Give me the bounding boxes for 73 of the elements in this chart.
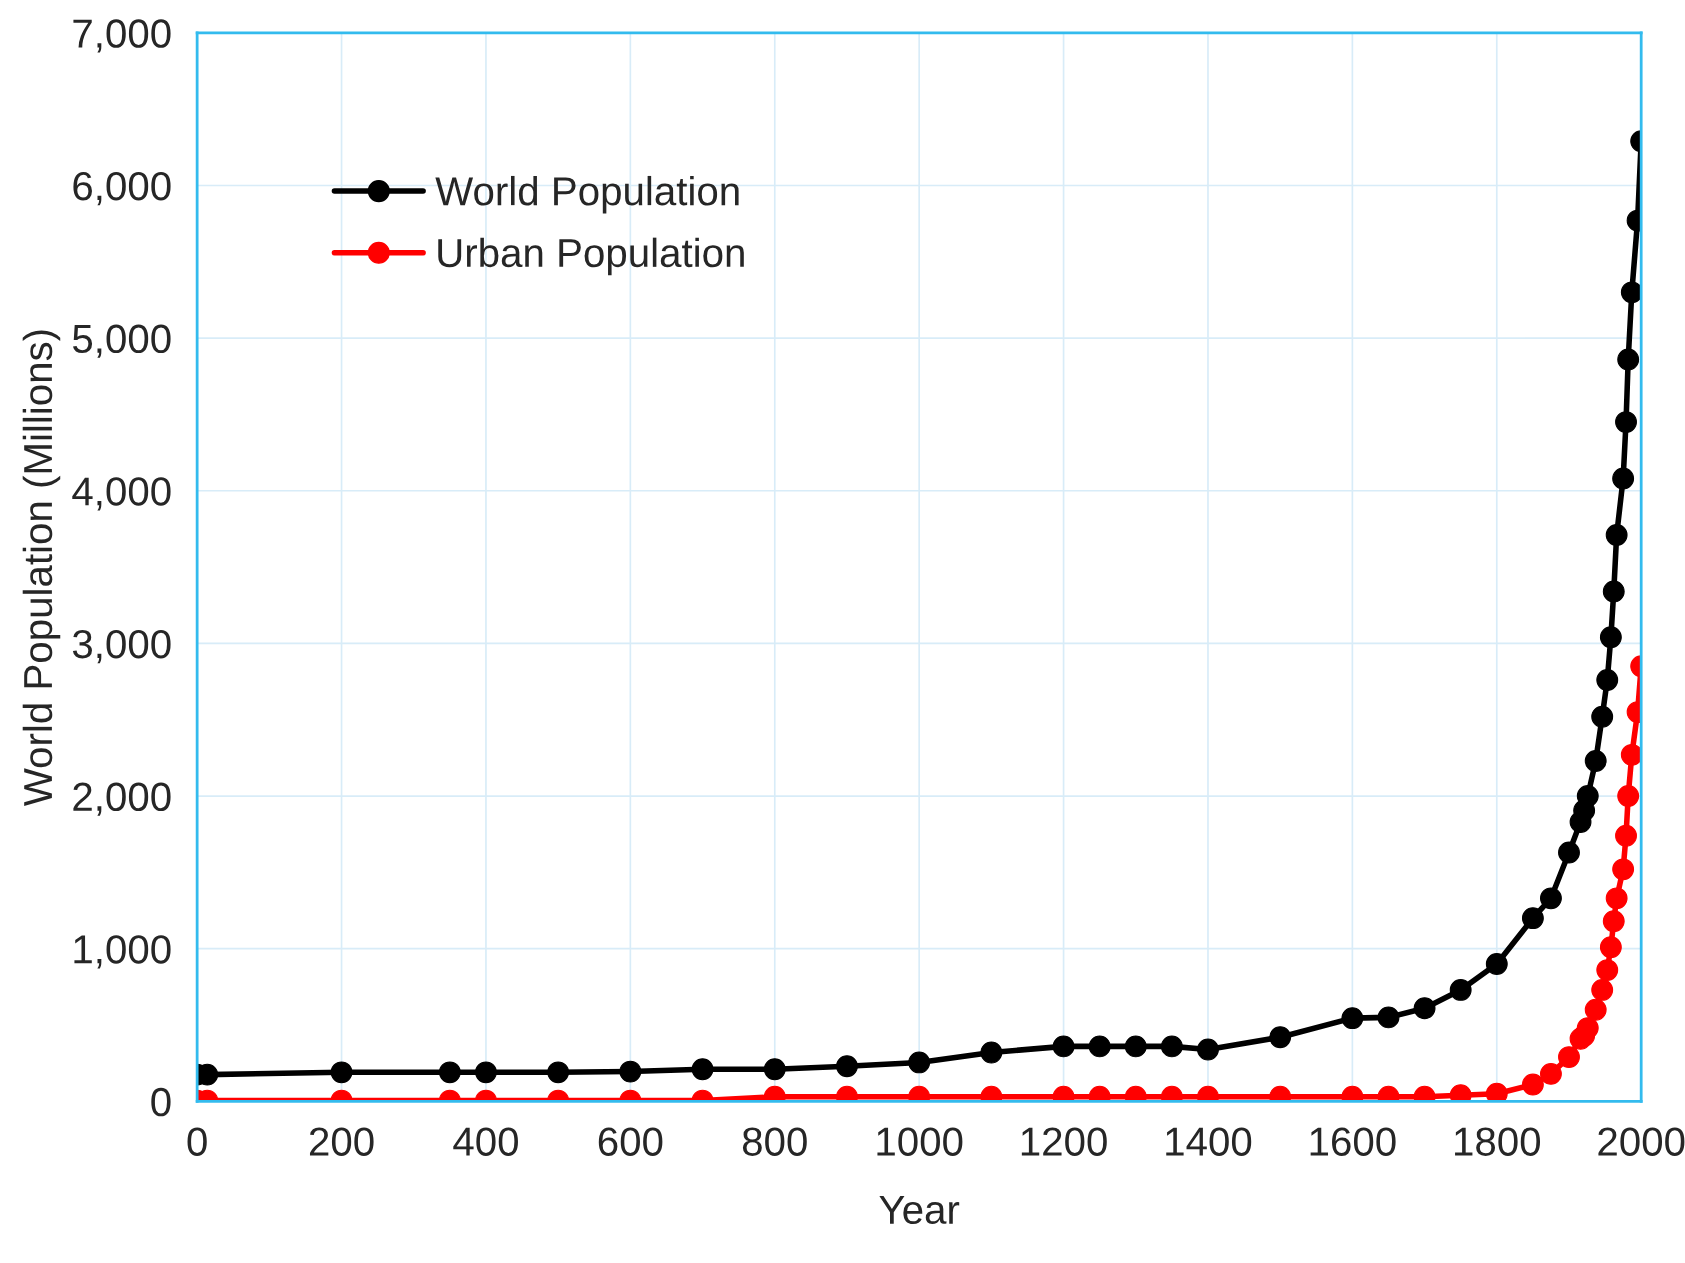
point [1612, 858, 1635, 881]
x-tick-label: 0 [187, 1127, 207, 1156]
point [1584, 998, 1607, 1021]
x-tick-label: 1800 [1455, 1127, 1541, 1156]
y-tick-label: 6,000 [73, 171, 171, 206]
point [1605, 887, 1628, 910]
y-tick-label: 0 [151, 1087, 171, 1117]
y-axis-title: World Population (Millions) [22, 330, 61, 807]
point [1521, 907, 1544, 930]
point [1124, 1035, 1147, 1058]
point [1521, 1073, 1544, 1096]
point [1558, 841, 1580, 864]
x-tick-label: 1000 [877, 1127, 963, 1156]
point [1602, 910, 1625, 933]
point [1377, 1006, 1400, 1029]
point [1617, 785, 1640, 807]
point [1605, 524, 1628, 546]
point [1088, 1035, 1111, 1058]
point [619, 1060, 642, 1083]
point [1413, 997, 1436, 1020]
point [1449, 978, 1472, 1001]
point [980, 1041, 1003, 1064]
x-tick-label: 1600 [1310, 1127, 1396, 1156]
point [330, 1061, 353, 1084]
point [1576, 1017, 1599, 1039]
point [547, 1061, 570, 1084]
point [1620, 743, 1642, 766]
y-tick-label: 3,000 [72, 629, 171, 664]
x-tick-label: 2000 [1598, 1127, 1685, 1156]
y-tick-label: 5,000 [72, 324, 171, 358]
x-tick-label: 1400 [1166, 1127, 1252, 1156]
point [1615, 824, 1637, 847]
point [836, 1055, 858, 1078]
legend-label: Urban Population [438, 237, 744, 276]
y-tick-label: 4,000 [72, 477, 171, 511]
point [1341, 1007, 1364, 1030]
point [1596, 669, 1619, 691]
y-tick-label: 2,000 [73, 782, 171, 816]
y-tick-label: 7,000 [73, 19, 171, 53]
point [1596, 959, 1619, 981]
x-tick-label: 200 [309, 1127, 374, 1156]
point [1620, 281, 1642, 304]
point [1269, 1026, 1292, 1049]
point [1052, 1035, 1075, 1058]
x-tick-label: 1200 [1021, 1127, 1107, 1156]
y-tick-label: 1,000 [74, 935, 171, 969]
point [1615, 411, 1637, 434]
point [1617, 348, 1640, 371]
point [1558, 1046, 1580, 1069]
point [1197, 1038, 1219, 1061]
point [1599, 626, 1622, 649]
point [1539, 1062, 1562, 1085]
point [1591, 978, 1614, 1001]
legend-label: World Population [435, 175, 739, 214]
x-axis-title: Year [879, 1195, 960, 1225]
point [475, 1061, 497, 1084]
point [1160, 1035, 1183, 1058]
point [1576, 785, 1599, 807]
x-tick-label: 800 [742, 1127, 807, 1156]
point [763, 1058, 786, 1081]
point [1612, 467, 1635, 490]
x-tick-label: 400 [453, 1127, 518, 1156]
point [691, 1058, 714, 1081]
point [438, 1061, 461, 1084]
point [1584, 750, 1607, 772]
point [908, 1051, 931, 1074]
point [1539, 887, 1562, 910]
point [1591, 705, 1614, 728]
x-tick-label: 600 [598, 1127, 663, 1156]
point [1602, 580, 1625, 603]
point [1485, 1082, 1508, 1102]
point [1599, 936, 1622, 959]
point [1485, 953, 1508, 975]
